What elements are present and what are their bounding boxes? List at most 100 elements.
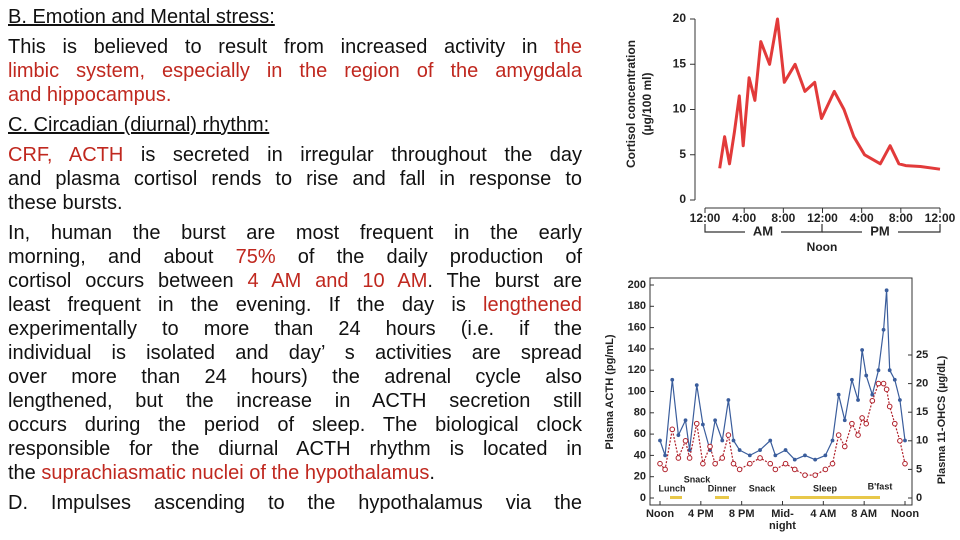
annotation: AM — [753, 223, 773, 238]
data-point — [830, 438, 835, 443]
body-text: the — [8, 462, 42, 484]
data-point — [747, 453, 752, 458]
y-tick-label: 60 — [634, 428, 646, 440]
x-tick-label: Noon — [646, 508, 674, 520]
y-tick-label: 15 — [673, 56, 687, 70]
data-point — [700, 422, 705, 427]
x-tick-label: 12:00 — [690, 211, 721, 225]
y-tick-label: 20 — [673, 11, 687, 25]
body-text: C. Circadian (diurnal) rhythm: — [8, 114, 270, 136]
text-line: over more than 24 hours) the adrenal cyc… — [8, 365, 582, 389]
x-tick-label: Noon — [891, 508, 919, 520]
meal-bar — [715, 496, 729, 499]
body-text: is secreted in irregular throughout the … — [123, 144, 582, 166]
data-point — [693, 420, 700, 427]
data-point — [773, 453, 778, 458]
body-text: of the daily production of — [275, 246, 582, 268]
annotation: Sleep — [813, 483, 838, 493]
series-line — [718, 17, 941, 171]
x-tick-label: 12:00 — [807, 211, 838, 225]
data-point — [719, 455, 726, 461]
annotation: Dinner — [708, 483, 737, 493]
highlight-text: limbic system, especially in the region … — [8, 60, 582, 82]
highlight-text: the — [554, 36, 582, 58]
y2-tick-label: 5 — [916, 463, 922, 475]
series-line — [659, 289, 906, 461]
highlight-text: and hippocampus. — [8, 84, 172, 106]
data-point — [676, 433, 681, 438]
body-text: cortisol occurs between — [8, 270, 248, 292]
body-text: lengthened, but the increase in ACTH sec… — [8, 390, 582, 412]
data-point — [812, 472, 818, 478]
data-point — [658, 438, 662, 443]
meal-bar — [670, 496, 682, 499]
data-point — [663, 453, 668, 458]
annotation: B'fast — [868, 481, 893, 491]
y-tick-label: 160 — [628, 322, 646, 334]
data-point — [782, 460, 789, 467]
y-tick-label: 140 — [628, 343, 646, 355]
text-line: D. Impulses ascending to the hypothalamu… — [8, 491, 582, 515]
text-line: morning, and about 75% of the daily prod… — [8, 245, 582, 269]
data-point — [813, 457, 818, 462]
data-point — [875, 380, 882, 387]
data-point — [880, 380, 887, 387]
data-point — [707, 443, 713, 450]
data-point — [768, 438, 773, 443]
sleep-bar — [790, 496, 880, 499]
data-point — [737, 448, 742, 452]
data-point — [712, 460, 718, 467]
text-line: the suprachiasmatic nuclei of the hypoth… — [8, 461, 582, 485]
x-tick-label: 4:00 — [850, 211, 874, 225]
annotation: Snack — [684, 474, 712, 484]
body-text: individual is isolated and day’ s activi… — [8, 342, 582, 364]
data-point — [736, 466, 743, 473]
data-point — [887, 368, 892, 373]
text-line: This is believed to result from increase… — [8, 35, 582, 59]
text-line: individual is isolated and day’ s activi… — [8, 341, 582, 365]
data-point — [883, 386, 890, 393]
data-point — [897, 438, 903, 444]
body-text: In, human the burst are most frequent in… — [8, 222, 582, 244]
text-line: and hippocampus. — [8, 83, 582, 107]
x-tick-label: 8:00 — [889, 211, 913, 225]
body-text: . The burst are — [427, 270, 582, 292]
x-tick-label: Mid-night — [769, 508, 796, 532]
data-point — [829, 460, 836, 467]
data-point — [731, 438, 736, 443]
data-point — [683, 418, 688, 423]
data-point — [860, 348, 865, 352]
time-brackets — [704, 224, 941, 233]
annotation: PM — [870, 223, 890, 238]
text-line: and plasma cortisol rends to rise and fa… — [8, 167, 582, 191]
x-tick-label: 12:00 — [925, 211, 956, 225]
text-line: occurs during the period of sleep. The b… — [8, 413, 582, 437]
data-point — [876, 368, 881, 373]
y2-tick-label: 10 — [916, 435, 928, 447]
y-tick-label: 0 — [679, 192, 686, 206]
body-text: This is believed to result from increase… — [8, 36, 555, 58]
text-line: responsible for the diurnal ACTH rhythm … — [8, 437, 582, 461]
data-point — [694, 383, 699, 388]
data-point — [850, 377, 854, 382]
body-text: morning, and about — [8, 246, 236, 268]
x-tick-label: 8 AM — [851, 508, 877, 520]
text-line: In, human the burst are most frequent in… — [8, 221, 582, 245]
y-axis-label: Plasma ACTH (pg/mL) — [604, 334, 616, 449]
text-column: B. Emotion and Mental stress: This is bel… — [8, 5, 582, 521]
text-line: B. Emotion and Mental stress: — [8, 5, 582, 29]
data-point — [902, 460, 908, 467]
body-text: B. Emotion and Mental stress: — [8, 6, 275, 28]
y-tick-label: 120 — [628, 364, 646, 376]
y-tick-label: 5 — [679, 147, 686, 161]
data-point — [757, 455, 763, 461]
paragraph: In, human the burst are most frequent in… — [8, 221, 582, 485]
data-point — [897, 398, 902, 402]
data-point — [869, 397, 876, 404]
body-text: least frequent in the evening. If the da… — [8, 294, 484, 316]
annotation: Snack — [749, 483, 777, 493]
text-line: limbic system, especially in the region … — [8, 59, 582, 83]
paragraph: This is believed to result from increase… — [8, 35, 582, 107]
data-point — [802, 472, 808, 478]
